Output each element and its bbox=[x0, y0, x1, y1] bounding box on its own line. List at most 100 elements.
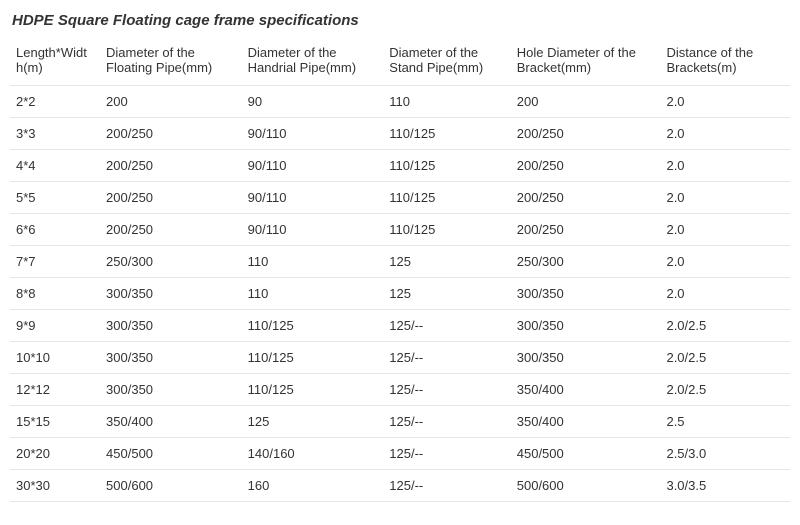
table-cell: 2.0 bbox=[660, 278, 790, 310]
table-cell: 350/400 bbox=[100, 406, 242, 438]
table-cell: 2.0 bbox=[660, 86, 790, 118]
table-cell: 125/-- bbox=[383, 374, 510, 406]
col-header: Length*Width(m) bbox=[10, 39, 100, 86]
table-cell: 200/250 bbox=[100, 150, 242, 182]
table-cell: 300/350 bbox=[511, 278, 661, 310]
table-cell: 110/125 bbox=[383, 214, 510, 246]
table-cell: 2.0/2.5 bbox=[660, 342, 790, 374]
table-cell: 125 bbox=[242, 406, 384, 438]
table-cell: 125 bbox=[383, 246, 510, 278]
table-cell: 8*8 bbox=[10, 278, 100, 310]
table-cell: 350/400 bbox=[511, 406, 661, 438]
table-cell: 450/500 bbox=[100, 438, 242, 470]
table-row: 15*15350/400125125/--350/4002.5 bbox=[10, 406, 790, 438]
table-cell: 110 bbox=[383, 86, 510, 118]
table-cell: 125/-- bbox=[383, 310, 510, 342]
table-cell: 300/350 bbox=[511, 342, 661, 374]
table-cell: 200 bbox=[511, 86, 661, 118]
table-cell: 30*30 bbox=[10, 470, 100, 502]
table-row: 3*3200/25090/110110/125200/2502.0 bbox=[10, 118, 790, 150]
table-cell: 125/-- bbox=[383, 342, 510, 374]
table-cell: 125/-- bbox=[383, 438, 510, 470]
table-cell: 2.5/3.0 bbox=[660, 438, 790, 470]
table-cell: 90/110 bbox=[242, 118, 384, 150]
col-header: Diameter of the Handrial Pipe(mm) bbox=[242, 39, 384, 86]
table-cell: 4*4 bbox=[10, 150, 100, 182]
table-cell: 300/350 bbox=[511, 310, 661, 342]
table-cell: 110 bbox=[242, 246, 384, 278]
table-cell: 2.0/2.5 bbox=[660, 310, 790, 342]
table-row: 10*10300/350110/125125/--300/3502.0/2.5 bbox=[10, 342, 790, 374]
table-cell: 300/350 bbox=[100, 278, 242, 310]
table-cell: 2.0 bbox=[660, 214, 790, 246]
table-cell: 2.0 bbox=[660, 118, 790, 150]
table-cell: 10*10 bbox=[10, 342, 100, 374]
table-cell: 125/-- bbox=[383, 470, 510, 502]
spec-container: HDPE Square Floating cage frame specific… bbox=[0, 0, 800, 510]
table-body: 2*2200901102002.03*3200/25090/110110/125… bbox=[10, 86, 790, 502]
table-cell: 160 bbox=[242, 470, 384, 502]
table-cell: 3.0/3.5 bbox=[660, 470, 790, 502]
table-row: 8*8300/350110125300/3502.0 bbox=[10, 278, 790, 310]
table-cell: 250/300 bbox=[511, 246, 661, 278]
col-header: Hole Diameter of the Bracket(mm) bbox=[511, 39, 661, 86]
table-cell: 125/-- bbox=[383, 406, 510, 438]
table-cell: 200/250 bbox=[511, 150, 661, 182]
col-header: Diameter of the Floating Pipe(mm) bbox=[100, 39, 242, 86]
table-cell: 200/250 bbox=[511, 182, 661, 214]
table-row: 2*2200901102002.0 bbox=[10, 86, 790, 118]
table-cell: 90/110 bbox=[242, 150, 384, 182]
col-header: Distance of the Brackets(m) bbox=[660, 39, 790, 86]
table-cell: 3*3 bbox=[10, 118, 100, 150]
table-cell: 125 bbox=[383, 278, 510, 310]
table-cell: 12*12 bbox=[10, 374, 100, 406]
table-cell: 250/300 bbox=[100, 246, 242, 278]
table-cell: 300/350 bbox=[100, 310, 242, 342]
table-cell: 7*7 bbox=[10, 246, 100, 278]
table-cell: 200 bbox=[100, 86, 242, 118]
table-cell: 500/600 bbox=[100, 470, 242, 502]
table-row: 9*9300/350110/125125/--300/3502.0/2.5 bbox=[10, 310, 790, 342]
table-row: 6*6200/25090/110110/125200/2502.0 bbox=[10, 214, 790, 246]
table-cell: 200/250 bbox=[100, 182, 242, 214]
table-cell: 110/125 bbox=[383, 182, 510, 214]
table-cell: 300/350 bbox=[100, 342, 242, 374]
table-cell: 200/250 bbox=[100, 214, 242, 246]
table-cell: 110/125 bbox=[242, 342, 384, 374]
table-row: 7*7250/300110125250/3002.0 bbox=[10, 246, 790, 278]
table-cell: 450/500 bbox=[511, 438, 661, 470]
table-cell: 2.0 bbox=[660, 182, 790, 214]
table-cell: 110/125 bbox=[242, 374, 384, 406]
table-cell: 6*6 bbox=[10, 214, 100, 246]
table-cell: 2.0 bbox=[660, 246, 790, 278]
table-cell: 350/400 bbox=[511, 374, 661, 406]
table-header-row: Length*Width(m) Diameter of the Floating… bbox=[10, 39, 790, 86]
table-row: 30*30500/600160125/--500/6003.0/3.5 bbox=[10, 470, 790, 502]
table-cell: 300/350 bbox=[100, 374, 242, 406]
table-cell: 200/250 bbox=[511, 214, 661, 246]
table-cell: 90/110 bbox=[242, 214, 384, 246]
table-cell: 110 bbox=[242, 278, 384, 310]
table-cell: 2*2 bbox=[10, 86, 100, 118]
table-cell: 200/250 bbox=[511, 118, 661, 150]
table-cell: 9*9 bbox=[10, 310, 100, 342]
table-cell: 110/125 bbox=[383, 118, 510, 150]
spec-table: Length*Width(m) Diameter of the Floating… bbox=[10, 39, 790, 502]
page-title: HDPE Square Floating cage frame specific… bbox=[10, 8, 790, 39]
table-row: 4*4200/25090/110110/125200/2502.0 bbox=[10, 150, 790, 182]
table-cell: 140/160 bbox=[242, 438, 384, 470]
table-row: 20*20450/500140/160125/--450/5002.5/3.0 bbox=[10, 438, 790, 470]
table-cell: 15*15 bbox=[10, 406, 100, 438]
table-row: 5*5200/25090/110110/125200/2502.0 bbox=[10, 182, 790, 214]
table-cell: 90 bbox=[242, 86, 384, 118]
table-cell: 2.0/2.5 bbox=[660, 374, 790, 406]
table-cell: 2.0 bbox=[660, 150, 790, 182]
table-cell: 20*20 bbox=[10, 438, 100, 470]
table-cell: 200/250 bbox=[100, 118, 242, 150]
col-header: Diameter of the Stand Pipe(mm) bbox=[383, 39, 510, 86]
table-cell: 500/600 bbox=[511, 470, 661, 502]
table-cell: 110/125 bbox=[383, 150, 510, 182]
table-cell: 2.5 bbox=[660, 406, 790, 438]
table-cell: 5*5 bbox=[10, 182, 100, 214]
table-cell: 110/125 bbox=[242, 310, 384, 342]
